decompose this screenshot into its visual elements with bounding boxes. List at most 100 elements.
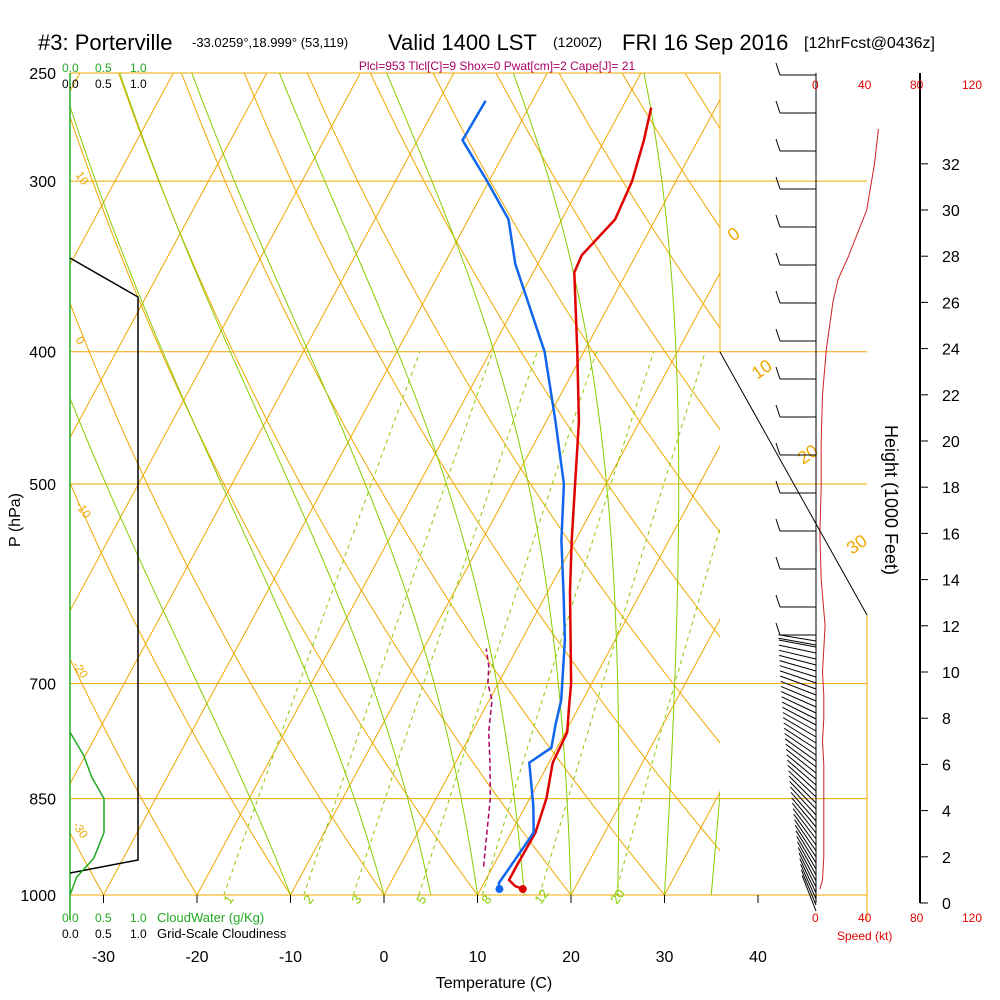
dry-adiabat — [70, 481, 291, 895]
temperature-tick-label: 30 — [656, 949, 674, 966]
sounding-lines — [461, 100, 653, 894]
cloudiness-label: Grid-Scale Cloudiness — [157, 926, 287, 941]
temperature-line — [507, 107, 653, 891]
wind-barb — [794, 824, 817, 858]
wind-barb — [786, 759, 817, 786]
wind-barb — [795, 830, 817, 864]
dry-adiabat — [70, 115, 478, 895]
dry-adiabat — [432, 73, 720, 534]
x-axis-label: Temperature (C) — [436, 975, 552, 992]
moist-adiabat — [70, 104, 385, 895]
wind-barb-flag — [775, 622, 781, 636]
isotherm-line — [852, 73, 1000, 895]
isotherm-label: -20 — [70, 659, 92, 682]
wind-barb — [780, 675, 817, 690]
isotherm-label: -10 — [73, 499, 95, 522]
speed-tick-bottom: 120 — [962, 911, 982, 925]
wind-barb — [798, 852, 817, 888]
wind-barb — [779, 660, 817, 672]
speed-tick-top: 0 — [812, 78, 819, 92]
cloudiness-line — [69, 257, 139, 874]
wind-barb-flag — [775, 138, 781, 152]
pressure-tick-label: 500 — [29, 477, 56, 494]
height-tick-label: 10 — [942, 665, 960, 682]
speed-tick-bottom: 0 — [812, 911, 819, 925]
height-tick-label: 24 — [942, 342, 960, 359]
station-title: #3: Porterville — [38, 30, 173, 55]
wind-barb-flag — [775, 480, 781, 494]
pressure-tick-label: 700 — [29, 677, 56, 694]
moist-adiabat — [119, 73, 432, 895]
height-axis-label: Height (1000 Feet) — [881, 425, 901, 575]
dry-adiabat — [495, 73, 720, 431]
mixing-ratio-line — [481, 351, 655, 895]
cloudiness-tick-top: 1.0 — [130, 77, 147, 91]
wind-barb-flag — [775, 594, 781, 608]
height-tick-label: 2 — [942, 850, 951, 867]
wind-barb-flag — [775, 442, 781, 456]
wind-speed-line — [819, 129, 879, 890]
mixing-ratio-label: 20 — [607, 886, 628, 906]
height-tick-label: 4 — [942, 804, 951, 821]
height-tick-label: 18 — [942, 480, 960, 497]
wind-barb — [785, 749, 817, 774]
isotherm-line — [290, 98, 720, 895]
moist-adiabat — [70, 396, 291, 895]
wind-barb-flag — [775, 62, 781, 76]
mixing-ratio-line — [352, 351, 538, 895]
cloudwater-label: CloudWater (g/Kg) — [157, 910, 264, 925]
dry-adiabat — [118, 73, 572, 895]
isotherm-line — [103, 73, 548, 895]
dry-adiabat — [306, 73, 720, 744]
cloudwater-tick-bottom: 1.0 — [130, 911, 147, 925]
wind-barb-flag — [775, 518, 781, 532]
cloudiness-tick-bottom: 0.5 — [95, 927, 112, 941]
wind-barb-flag — [775, 556, 781, 570]
speed-tick-bottom: 40 — [858, 911, 872, 925]
wind-barb — [780, 685, 817, 702]
wind-barb — [785, 743, 817, 768]
wind-barb — [779, 654, 817, 666]
wind-barb — [797, 847, 817, 882]
wind-barb — [791, 797, 817, 828]
adiabat-label: 0 — [724, 223, 744, 245]
wind-barb — [801, 875, 817, 912]
surface-dewpoint-dot — [495, 885, 504, 894]
mixing-ratio-line — [223, 351, 421, 895]
cloudiness-tick-top: 0.0 — [62, 77, 79, 91]
mixing-ratio-label: 12 — [531, 886, 552, 906]
pressure-tick-label: 250 — [29, 66, 56, 83]
pressure-tick-label: 300 — [29, 174, 56, 191]
dry-adiabat-lines — [70, 73, 720, 895]
height-tick-label: 28 — [942, 249, 960, 266]
moist-adiabat-lines — [70, 73, 720, 895]
height-tick-label: 20 — [942, 434, 960, 451]
wind-barb — [784, 738, 817, 762]
wind-barb — [799, 858, 817, 894]
forecast-info: [12hrFcst@0436z] — [804, 35, 935, 52]
wind-barb — [778, 639, 817, 648]
temperature-tick-label: -10 — [279, 949, 302, 966]
speed-tick-bottom: 80 — [910, 911, 924, 925]
dry-adiabat — [70, 301, 385, 895]
moist-adiabat — [278, 73, 525, 895]
dry-adiabat — [70, 657, 198, 895]
wind-barb — [782, 712, 817, 732]
wind-barb — [800, 869, 817, 906]
mixing-ratio-line — [303, 351, 493, 895]
wind-barb — [788, 775, 817, 804]
wind-barb — [800, 864, 817, 900]
mixing-ratio-line — [539, 351, 706, 895]
moist-adiabat — [386, 73, 572, 895]
adiabat-label: 20 — [794, 440, 822, 468]
isotherm-line — [383, 271, 720, 895]
wind-barb — [784, 733, 817, 756]
wind-barb-flag — [775, 404, 781, 418]
isotherm-line — [70, 73, 174, 266]
dry-adiabat — [558, 73, 720, 329]
cloudiness-tick-bottom: 1.0 — [130, 927, 147, 941]
wind-barb — [779, 670, 817, 684]
sounding-indices: Plcl=953 Tlcl[C]=9 Shox=0 Pwat[cm]=2 Cap… — [359, 59, 636, 73]
wind-barb-flag — [775, 366, 781, 380]
